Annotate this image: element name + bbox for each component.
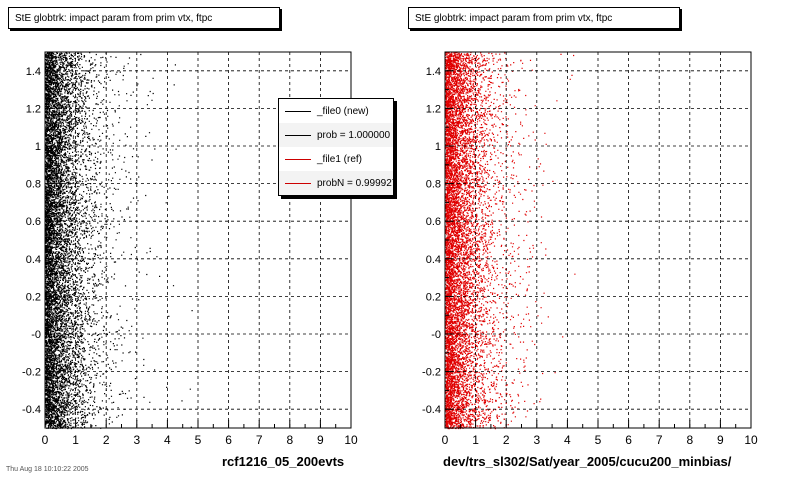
data-points — [45, 52, 193, 430]
y-tick-label: 1 — [35, 141, 41, 153]
y-tick-label: -0.4 — [22, 404, 41, 416]
scatter-plot-left: 0 1 2 3 4 5 6 7 8 9 10 -0.4 -0.2 -0 0.2 0.4 0.6 0.8 1 1.2 1.… — [22, 51, 358, 447]
x-tick-label: 1 — [472, 433, 479, 447]
x-tick-label: 9 — [317, 433, 324, 447]
x-tick-label: 6 — [625, 433, 632, 447]
x-tick-label: 2 — [503, 433, 510, 447]
x-tick-label: 8 — [686, 433, 693, 447]
y-tick-label: 0.6 — [426, 216, 441, 228]
timestamp-footer: Thu Aug 18 10:10:22 2005 — [6, 466, 89, 473]
scatter-plot-right: 0 1 2 3 4 5 6 7 8 9 10 -0.4 -0.2 -0 0.2 0.4 0.6 0.8 1 1.2 1.… — [422, 51, 758, 447]
x-tick-label: 4 — [164, 433, 171, 447]
x-tick-label: 10 — [344, 433, 358, 447]
y-tick-label: 0.4 — [26, 254, 41, 266]
plot-title-right: StE globtrk: impact param from prim vtx,… — [408, 7, 680, 29]
legend-swatch — [285, 110, 311, 112]
y-tick-label: -0.2 — [422, 367, 441, 379]
x-tick-label: 0 — [442, 433, 449, 447]
legend: _file0 (new) prob = 1.000000 _file1 (ref… — [278, 98, 394, 196]
y-tick-label: -0 — [431, 329, 441, 341]
legend-label: _file0 (new) — [317, 105, 369, 117]
legend-swatch — [285, 158, 311, 160]
y-tick-label: 1.4 — [426, 66, 441, 78]
y-tick-label: -0.2 — [22, 367, 41, 379]
legend-swatch — [285, 134, 311, 136]
legend-entry: _file1 (ref) — [279, 147, 393, 171]
y-tick-label: 0.2 — [26, 291, 41, 303]
y-tick-label: 1.2 — [426, 103, 441, 115]
y-tick-label: 0.8 — [26, 179, 41, 191]
x-tick-label: 3 — [533, 433, 540, 447]
x-tick-label: 6 — [225, 433, 232, 447]
y-tick-label: 0.4 — [426, 254, 441, 266]
x-tick-label: 10 — [744, 433, 758, 447]
y-tick-label: 1.2 — [26, 103, 41, 115]
x-axis-label-right: dev/trs_sl302/Sat/year_2005/cucu200_minb… — [443, 454, 732, 469]
x-tick-label: 0 — [42, 433, 49, 447]
x-tick-label: 9 — [717, 433, 724, 447]
x-tick-label: 5 — [195, 433, 202, 447]
legend-entry: _file0 (new) — [279, 99, 393, 123]
x-tick-label: 3 — [133, 433, 140, 447]
y-tick-label: 0.6 — [26, 216, 41, 228]
x-tick-label: 7 — [256, 433, 263, 447]
legend-entry: probN = 0.999927 — [279, 171, 393, 195]
y-tick-label: 0.8 — [426, 179, 441, 191]
y-tick-label: 1 — [435, 141, 441, 153]
x-tick-label: 5 — [595, 433, 602, 447]
x-tick-label: 8 — [286, 433, 293, 447]
legend-label: probN = 0.999927 — [317, 177, 394, 189]
data-points — [445, 52, 576, 430]
legend-label: _file1 (ref) — [317, 153, 363, 165]
legend-swatch — [285, 182, 311, 184]
y-tick-label: 0.2 — [426, 291, 441, 303]
y-tick-label: 1.4 — [26, 66, 41, 78]
x-tick-label: 1 — [72, 433, 79, 447]
x-axis-label-left: rcf1216_05_200evts — [222, 454, 345, 469]
x-tick-label: 2 — [103, 433, 110, 447]
plot-title-left: StE globtrk: impact param from prim vtx,… — [8, 7, 280, 29]
legend-entry: prob = 1.000000 — [279, 123, 393, 147]
x-tick-label: 7 — [656, 433, 663, 447]
y-tick-label: -0 — [31, 329, 41, 341]
legend-label: prob = 1.000000 — [317, 129, 391, 141]
x-tick-label: 4 — [564, 433, 571, 447]
y-tick-label: -0.4 — [422, 404, 441, 416]
